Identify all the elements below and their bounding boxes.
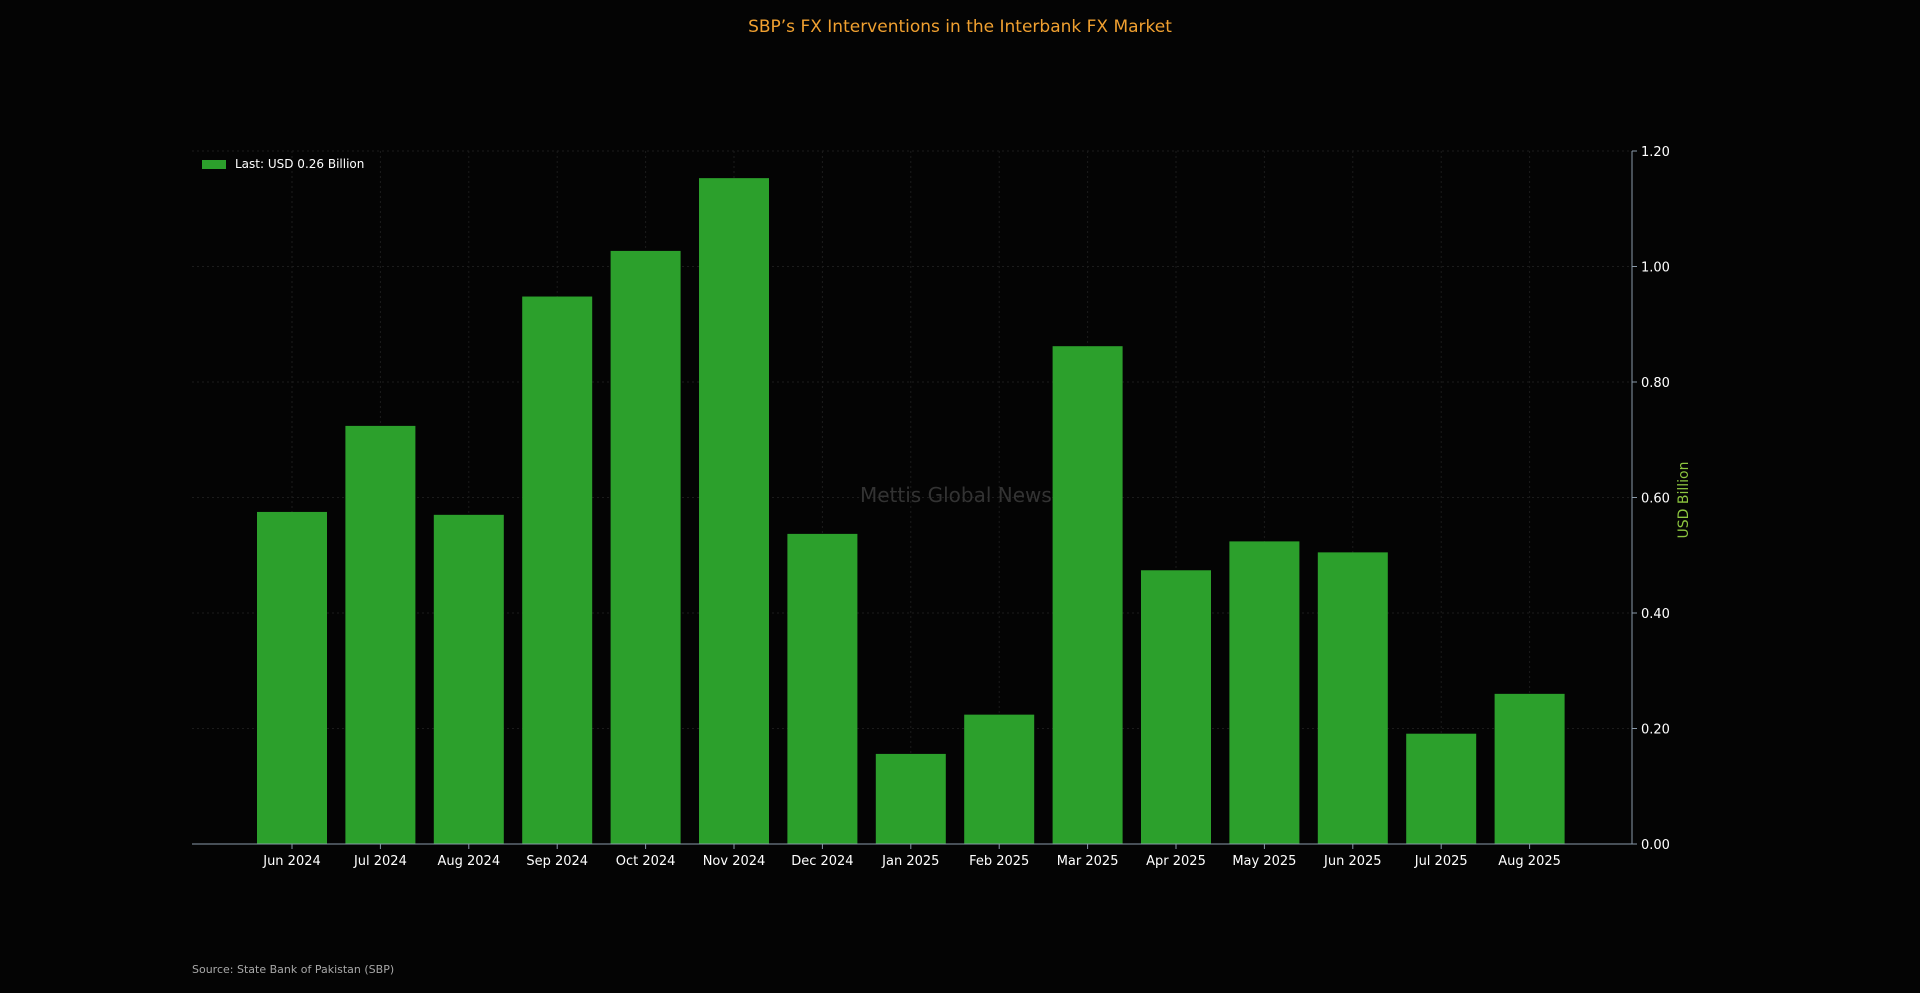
bar-jun-2024 (257, 511, 327, 844)
bars (257, 178, 1565, 845)
legend-label: Last: USD 0.26 Billion (235, 157, 365, 171)
y-axis-label: USD Billion (1676, 461, 1692, 539)
bar-aug-2024 (433, 514, 504, 844)
x-tick-label: Aug 2024 (437, 854, 500, 869)
axes (192, 150, 1637, 849)
x-tick-label: Nov 2024 (703, 854, 766, 869)
bar-jul-2024 (345, 425, 416, 844)
bar-apr-2025 (1141, 570, 1211, 844)
bar-oct-2024 (610, 250, 681, 845)
bar-jan-2025 (875, 753, 946, 844)
bar-nov-2024 (699, 178, 769, 844)
source-note: Source: State Bank of Pakistan (SBP) (192, 963, 395, 976)
x-tick-label: Jan 2025 (881, 854, 939, 869)
bar-jul-2025 (1406, 733, 1477, 844)
bar-mar-2025 (1052, 346, 1123, 844)
x-tick-label: Oct 2024 (616, 854, 676, 869)
bar-dec-2024 (787, 533, 858, 844)
tick-labels: 0.00 0.20 0.40 0.60 0.80 1.00 1.20 Jun 2024 Jul … (262, 145, 1670, 869)
bar-jun-2025 (1317, 552, 1388, 844)
y-tick-label: 0.80 (1641, 376, 1670, 391)
y-tick-label: 0.00 (1641, 838, 1670, 853)
bar-may-2025 (1229, 541, 1300, 844)
y-tick-label: 0.40 (1641, 607, 1670, 622)
y-tick-label: 1.20 (1641, 145, 1670, 160)
bar-aug-2025 (1494, 693, 1565, 844)
x-tick-label: Sep 2024 (526, 854, 588, 869)
y-tick-label: 1.00 (1641, 261, 1670, 276)
x-tick-label: Jun 2025 (1323, 854, 1382, 869)
x-tick-label: Apr 2025 (1146, 854, 1206, 869)
y-tick-label: 0.20 (1641, 723, 1670, 738)
x-tick-label: Aug 2025 (1498, 854, 1561, 869)
legend: Last: USD 0.26 Billion (202, 157, 364, 171)
x-tick-label: Dec 2024 (791, 854, 853, 869)
bar-feb-2025 (964, 714, 1035, 844)
x-tick-label: Jun 2024 (262, 854, 321, 869)
x-tick-label: Mar 2025 (1057, 854, 1119, 869)
bar-sep-2024 (522, 296, 593, 844)
chart-title: SBP’s FX Interventions in the Interbank … (748, 17, 1172, 37)
watermark-text: Mettis Global News (860, 483, 1052, 507)
x-tick-label: Jul 2024 (353, 854, 407, 869)
legend-swatch (202, 159, 226, 169)
y-tick-label: 0.60 (1641, 492, 1670, 507)
x-tick-label: May 2025 (1232, 854, 1296, 869)
x-tick-label: Feb 2025 (969, 854, 1029, 869)
x-tick-label: Jul 2025 (1414, 854, 1468, 869)
